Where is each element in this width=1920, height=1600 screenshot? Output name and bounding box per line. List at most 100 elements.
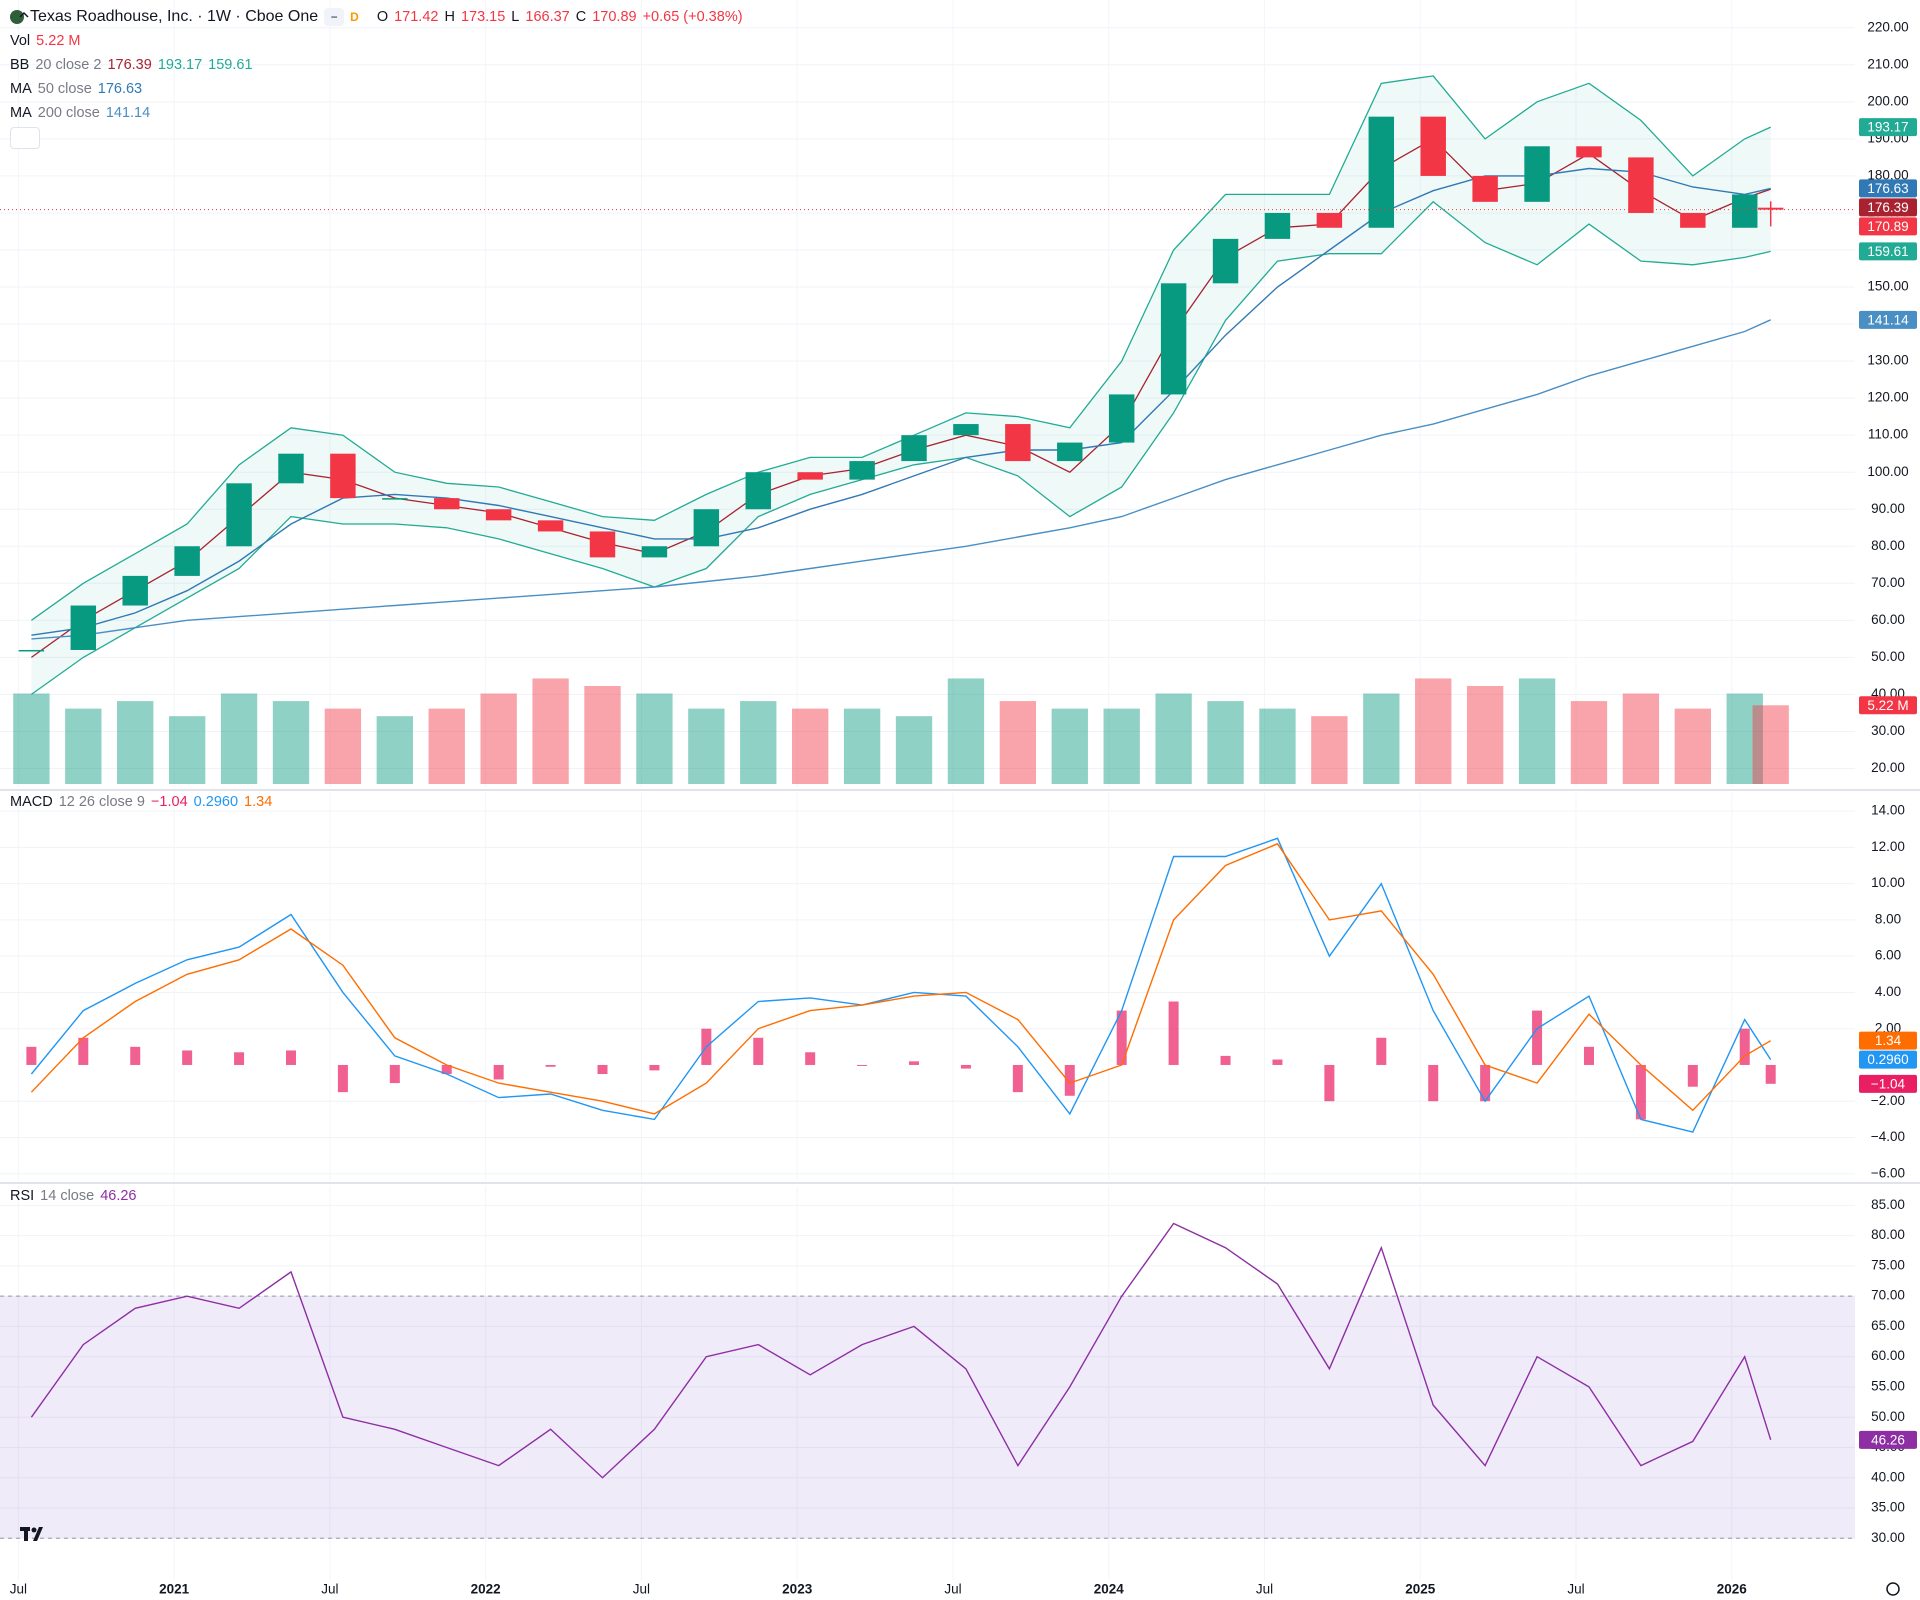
- ohlc-value: 171.42: [394, 9, 439, 25]
- macd-histogram-bar: [78, 1037, 89, 1065]
- candle-body: [1472, 175, 1498, 202]
- y-tick-label: 60.00: [1871, 1348, 1905, 1363]
- ma-line: [31, 319, 1771, 640]
- candle-body: [122, 575, 148, 606]
- indicator-value: 159.61: [208, 57, 253, 73]
- y-tick-label: 210.00: [1867, 56, 1908, 71]
- macd-histogram-bar: [597, 1064, 608, 1075]
- y-tick-label: 150.00: [1867, 279, 1908, 294]
- y-tick-label: 10.00: [1871, 875, 1905, 890]
- candle-body: [1757, 207, 1784, 210]
- candle-body: [485, 509, 512, 521]
- y-tick-label: 80.00: [1871, 1227, 1905, 1242]
- candle-body: [537, 520, 564, 532]
- session-badge: D: [350, 10, 359, 24]
- bollinger-fill: [31, 75, 1771, 695]
- macd-histogram-bar: [26, 1046, 37, 1065]
- indicator-params: 200 close: [37, 105, 100, 121]
- price-scale-label: [1859, 1430, 1917, 1449]
- y-tick-label: 4.00: [1875, 984, 1901, 999]
- price-scale-label: [1859, 118, 1917, 137]
- y-tick-label: 90.00: [1871, 501, 1905, 516]
- price-scale-label: [1859, 1074, 1917, 1093]
- candle-body: [745, 472, 771, 510]
- volume-bar: [1155, 693, 1192, 784]
- price-scale-label-text: 141.14: [1867, 312, 1909, 327]
- volume-bar: [480, 693, 517, 784]
- symbol-title[interactable]: Texas Roadhouse, Inc. · 1W · Cboe One: [30, 8, 319, 25]
- price-scale-label-text: 176.63: [1867, 181, 1908, 196]
- volume-bar: [1363, 693, 1400, 784]
- y-tick-label: 80.00: [1871, 538, 1905, 553]
- y-tick-label: −4.00: [1871, 1129, 1905, 1144]
- volume-bar: [1622, 693, 1660, 784]
- y-tick-label: 30.00: [1871, 1530, 1905, 1545]
- macd-histogram-bar: [753, 1037, 764, 1065]
- x-tick-label: 2022: [471, 1582, 501, 1597]
- volume-bar: [688, 708, 725, 784]
- macd-histogram-bar: [182, 1050, 193, 1065]
- candle-body: [1576, 146, 1602, 158]
- indicator-value: 176.63: [97, 81, 143, 97]
- candle-body: [1160, 283, 1187, 395]
- macd-histogram-bar: [1168, 1001, 1179, 1065]
- candle-body: [1680, 212, 1706, 228]
- label-layer: Jul 2021 Jul 2022 Jul 2023 Jul 2024 Jul 2025 Jul 20…: [10, 118, 1917, 1597]
- indicator-params: 14 close: [40, 1188, 95, 1204]
- x-tick-label: 2024: [1094, 1582, 1125, 1597]
- macd-histogram-bar: [1324, 1064, 1335, 1102]
- volume-bar: [1415, 678, 1452, 784]
- y-tick-label: −6.00: [1871, 1165, 1905, 1180]
- collapse-button[interactable]: [10, 11, 40, 149]
- candle-body: [1264, 212, 1291, 239]
- y-tick-label: −2.00: [1871, 1093, 1905, 1108]
- bb-row[interactable]: BB 20 close 2 176.39 193.17 159.61: [10, 53, 743, 77]
- x-tick-label: 2025: [1405, 1582, 1436, 1597]
- price-scale-label: [1859, 198, 1917, 217]
- volume-bar: [895, 716, 933, 784]
- x-tick-label: Jul: [1567, 1582, 1584, 1597]
- ma50-row[interactable]: MA 50 close 176.63: [10, 77, 743, 101]
- y-tick-label: 130.00: [1867, 353, 1908, 368]
- signal-line: [30, 842, 1772, 1115]
- indicator-params: 50 close: [37, 81, 92, 97]
- volume-bar: [117, 701, 154, 784]
- price-scale-label: [1859, 310, 1917, 329]
- candle-body: [849, 461, 875, 480]
- indicator-name: RSI: [10, 1188, 35, 1204]
- y-tick-label: 35.00: [1871, 1500, 1905, 1515]
- macd-histogram-bar: [857, 1064, 868, 1066]
- ohlc-value: 166.37: [525, 9, 570, 25]
- macd-histogram-bar: [1532, 1010, 1543, 1065]
- x-tick-label: Jul: [944, 1582, 961, 1597]
- candle-body: [18, 649, 45, 652]
- indicator-value: 0.2960: [193, 794, 239, 810]
- volume-row[interactable]: Vol 5.22 M: [10, 29, 743, 53]
- y-tick-label: 110.00: [1868, 427, 1908, 442]
- settings-icon[interactable]: [1886, 1582, 1900, 1596]
- price-scale-label: [1859, 242, 1917, 261]
- rsi-line: [30, 1222, 1772, 1479]
- volume-bar: [999, 701, 1037, 784]
- y-tick-label: 55.00: [1871, 1378, 1905, 1393]
- indicator-value: 141.14: [105, 105, 151, 121]
- candle-body: [226, 483, 252, 547]
- ma200-row[interactable]: MA 200 close 141.14: [10, 101, 743, 125]
- plot-layer: [0, 75, 1855, 1479]
- volume-bar: [843, 708, 881, 784]
- macd-histogram-bar: [441, 1064, 452, 1075]
- indicator-name: MA: [10, 105, 32, 121]
- candle-body: [278, 453, 304, 484]
- change-value: +0.65 (+0.38%): [642, 9, 743, 25]
- candle-body: [174, 546, 200, 576]
- indicator-params: 12 26 close 9: [58, 794, 145, 810]
- volume-bar: [65, 708, 102, 784]
- minus-button[interactable]: −: [324, 8, 345, 26]
- price-scale-label: [1859, 217, 1917, 236]
- macd-histogram-bar: [285, 1050, 296, 1065]
- macd-histogram-bar: [1116, 1010, 1127, 1065]
- volume-bar: [168, 716, 206, 784]
- rsi-band: [0, 1296, 1855, 1539]
